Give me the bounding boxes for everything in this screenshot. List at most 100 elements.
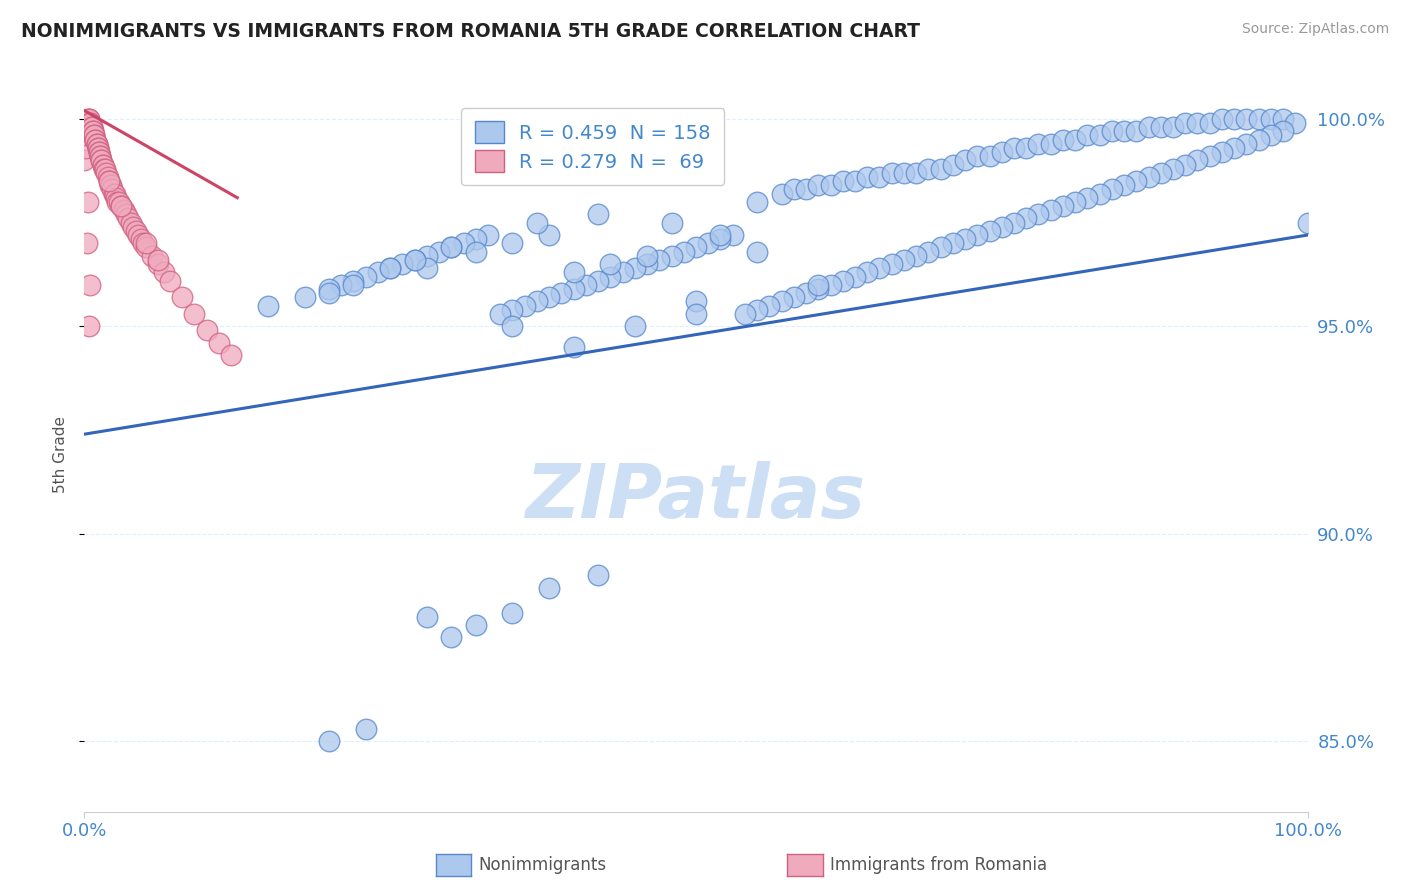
Point [105, 191, 128, 205]
Point [132, 236, 155, 251]
Point [1150, 166, 1173, 180]
Point [404, 252, 426, 267]
Point [1101, 124, 1123, 138]
Point [1247, 133, 1270, 147]
Point [1198, 116, 1220, 130]
Point [1137, 120, 1160, 135]
Point [856, 169, 879, 184]
Point [869, 169, 891, 184]
Point [101, 182, 124, 196]
Point [82, 124, 104, 138]
Point [97, 169, 120, 184]
Point [464, 232, 486, 246]
Point [183, 307, 205, 321]
Point [1052, 199, 1074, 213]
Point [1272, 124, 1295, 138]
Point [380, 261, 402, 276]
Point [1236, 112, 1258, 126]
Point [98, 178, 121, 193]
Point [721, 227, 744, 242]
Point [77, 194, 100, 209]
Point [73, 153, 96, 168]
Point [1114, 178, 1136, 193]
Point [453, 236, 475, 251]
Point [129, 232, 152, 246]
Point [146, 252, 169, 267]
Point [76, 236, 98, 251]
Point [648, 252, 671, 267]
Point [82, 124, 104, 138]
Point [367, 265, 389, 279]
Point [942, 236, 965, 251]
Point [76, 120, 98, 135]
Point [1039, 203, 1062, 218]
Point [159, 274, 181, 288]
Point [502, 606, 524, 620]
Point [831, 274, 853, 288]
Point [84, 133, 107, 147]
Point [440, 240, 463, 254]
Point [502, 236, 524, 251]
Point [87, 141, 110, 155]
Point [79, 116, 101, 130]
Point [86, 136, 108, 151]
Point [391, 257, 413, 271]
Point [1015, 211, 1038, 226]
Point [77, 112, 100, 126]
Point [1260, 112, 1282, 126]
Point [80, 120, 103, 135]
Point [661, 249, 683, 263]
Point [342, 277, 364, 292]
Point [1272, 112, 1295, 126]
Point [942, 157, 965, 171]
Point [747, 194, 769, 209]
Point [807, 178, 830, 193]
Point [538, 581, 561, 595]
Point [354, 722, 377, 736]
Point [342, 274, 364, 288]
Point [966, 227, 988, 242]
Text: ZIPatlas: ZIPatlas [526, 461, 866, 534]
Point [526, 216, 548, 230]
Point [807, 282, 830, 296]
Point [76, 124, 98, 138]
Point [1114, 124, 1136, 138]
Point [880, 257, 903, 271]
Point [820, 178, 842, 193]
Point [1064, 194, 1087, 209]
Point [979, 149, 1001, 163]
Point [107, 194, 129, 209]
Point [135, 236, 157, 251]
Point [91, 157, 114, 171]
Point [953, 153, 976, 168]
Point [1223, 112, 1246, 126]
Point [1052, 133, 1074, 147]
Point [172, 290, 194, 304]
Point [513, 299, 536, 313]
Point [440, 631, 463, 645]
Point [893, 166, 915, 180]
Point [893, 252, 915, 267]
Point [586, 568, 609, 582]
Point [91, 157, 114, 171]
Point [153, 265, 176, 279]
Point [538, 290, 561, 304]
Point [112, 203, 135, 218]
Point [783, 290, 806, 304]
Point [318, 286, 340, 301]
Point [734, 307, 756, 321]
Point [83, 128, 105, 143]
Point [1137, 169, 1160, 184]
Point [661, 216, 683, 230]
Point [87, 141, 110, 155]
Point [1161, 161, 1184, 176]
Point [440, 240, 463, 254]
Point [979, 224, 1001, 238]
Point [991, 219, 1014, 234]
Point [575, 277, 598, 292]
Point [1161, 120, 1184, 135]
Point [135, 240, 157, 254]
Point [636, 257, 658, 271]
Point [1125, 174, 1147, 188]
Point [354, 269, 377, 284]
